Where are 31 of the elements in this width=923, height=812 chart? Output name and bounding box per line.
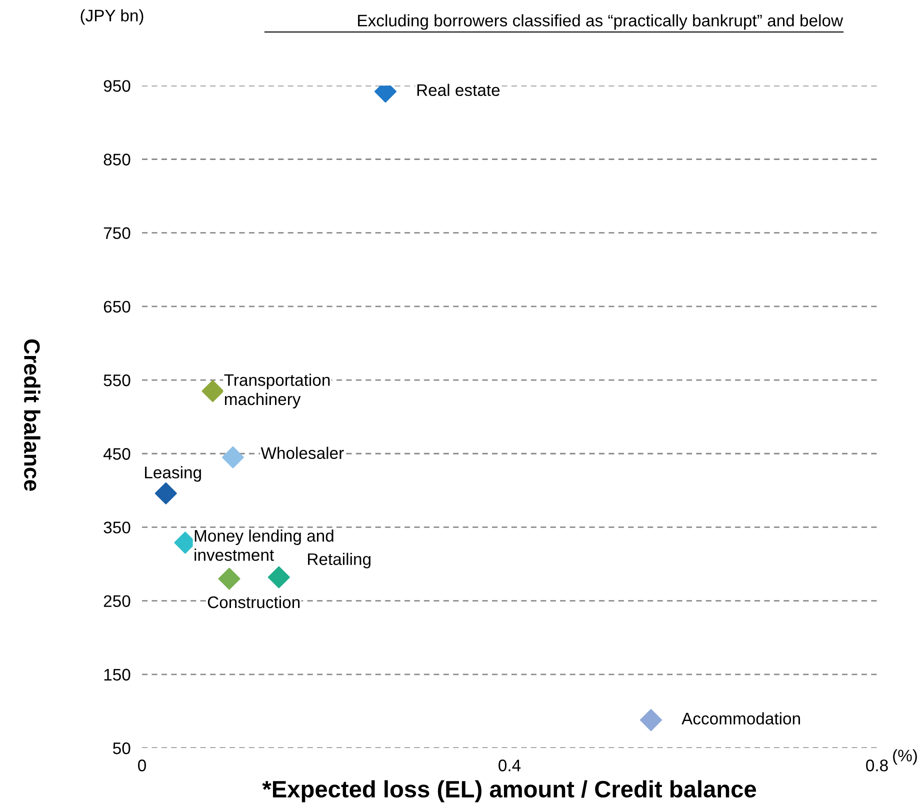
series-label: Construction [208, 596, 300, 608]
y-tick-label: 450 [103, 448, 130, 460]
point [154, 482, 177, 504]
point [268, 566, 290, 588]
point [202, 380, 224, 402]
text: (%) [893, 749, 917, 765]
series-label: Real estate [417, 84, 500, 96]
x-axis-title: *Expected loss (EL) amount / Credit balance [262, 780, 756, 802]
point [218, 568, 240, 590]
x-tick-label: 0.4 [498, 760, 521, 772]
series-label: Wholesaler [260, 446, 344, 460]
y-tick-label: 850 [104, 154, 130, 166]
y-tick-label: 50 [113, 742, 130, 754]
series-label: Accommodation [682, 712, 800, 725]
point [640, 709, 662, 732]
y-tick-label: 950 [104, 80, 130, 92]
y-tick-label: 750 [104, 227, 130, 240]
y-tick-label: 550 [104, 374, 130, 386]
x-tick-label: 0.8 [866, 760, 888, 772]
series-label: Transportation machinery [224, 374, 330, 408]
chart-title: Excluding borrowers classified as “practically bankrupt” and below [358, 14, 844, 30]
y-tick-label: 350 [104, 522, 130, 534]
y-tick-label: 250 [104, 595, 130, 608]
y-tick-label: 150 [104, 668, 130, 681]
text: (JPY bn) [80, 9, 144, 25]
series-label: Retailing [308, 552, 370, 568]
point [222, 446, 244, 468]
series-label: Leasing [145, 466, 201, 482]
y-tick-label: 650 [104, 300, 130, 313]
y-axis-title: Credit balance [24, 339, 40, 491]
x-tick-label: 0 [138, 760, 146, 772]
